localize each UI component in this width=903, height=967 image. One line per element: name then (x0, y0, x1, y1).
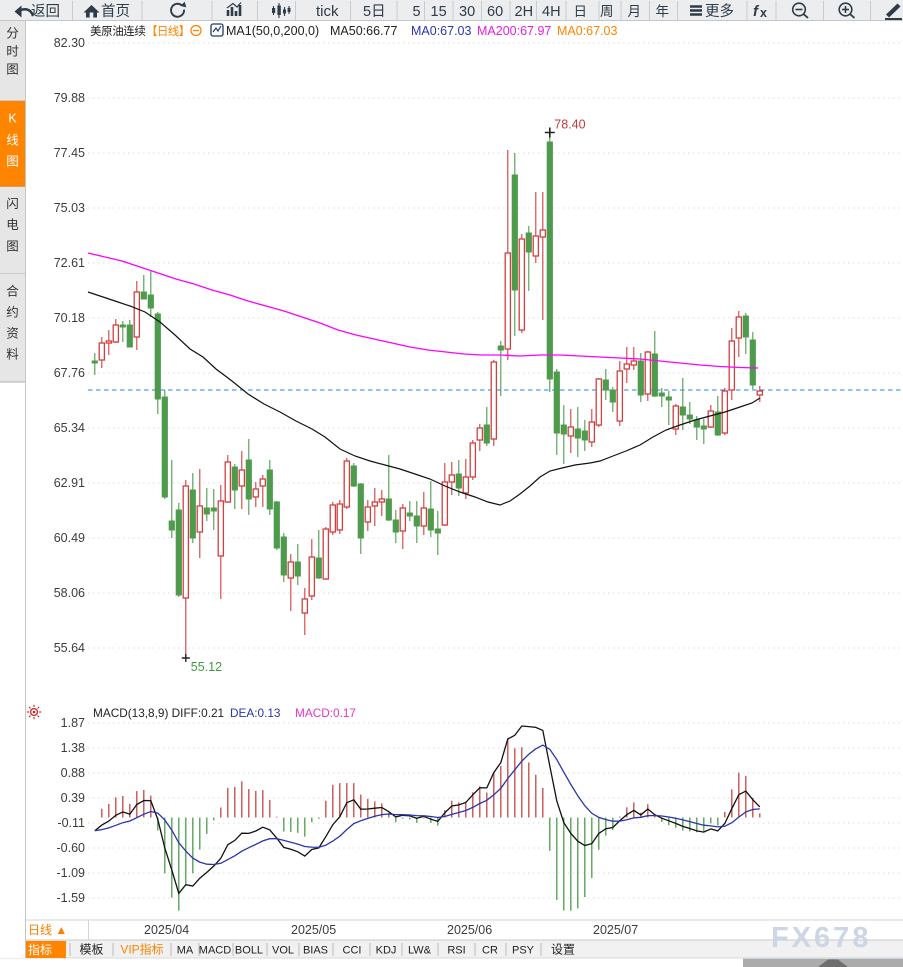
svg-text:约: 约 (6, 305, 19, 320)
svg-text:CR: CR (482, 945, 498, 957)
svg-text:2025/05: 2025/05 (291, 923, 336, 937)
svg-text:更多: 更多 (705, 3, 734, 20)
svg-text:日线 ▲: 日线 ▲ (28, 923, 67, 937)
svg-text:0.88: 0.88 (61, 766, 85, 780)
svg-text:MA: MA (177, 945, 194, 957)
svg-text:55.12: 55.12 (191, 660, 222, 674)
svg-text:VIP指标: VIP指标 (120, 942, 163, 957)
svg-text:图: 图 (6, 63, 19, 77)
svg-text:-1.09: -1.09 (57, 866, 86, 880)
svg-text:1.38: 1.38 (61, 741, 85, 755)
svg-text:-1.59: -1.59 (57, 891, 86, 905)
svg-text:2H: 2H (515, 4, 534, 20)
svg-text:f: f (753, 3, 760, 20)
svg-text:62.91: 62.91 (54, 476, 85, 490)
svg-text:70.18: 70.18 (54, 311, 85, 325)
svg-text:MACD: MACD (199, 945, 231, 957)
svg-text:美原油连续: 美原油连续 (90, 24, 146, 38)
svg-text:KDJ: KDJ (376, 945, 397, 957)
svg-text:5日: 5日 (363, 4, 386, 20)
svg-text:x: x (760, 6, 767, 20)
svg-text:【日线】: 【日线】 (146, 24, 190, 38)
svg-text:5: 5 (413, 4, 421, 20)
svg-text:PSY: PSY (512, 945, 535, 957)
svg-text:合: 合 (6, 284, 19, 299)
svg-text:时: 时 (6, 45, 19, 59)
svg-text:CCI: CCI (343, 945, 362, 957)
svg-text:-0.11: -0.11 (57, 816, 85, 830)
svg-text:65.34: 65.34 (54, 421, 85, 435)
svg-text:MA1(50,0,200,0): MA1(50,0,200,0) (226, 24, 319, 38)
svg-text:2025/04: 2025/04 (144, 923, 189, 937)
svg-text:0.39: 0.39 (61, 791, 85, 805)
svg-text:75.03: 75.03 (54, 201, 85, 215)
svg-text:79.88: 79.88 (54, 91, 85, 105)
svg-text:设置: 设置 (551, 943, 575, 957)
svg-text:67.76: 67.76 (54, 366, 85, 380)
svg-text:78.40: 78.40 (554, 118, 585, 132)
svg-text:K: K (8, 112, 17, 126)
svg-text:资: 资 (6, 327, 19, 341)
svg-text:闪: 闪 (6, 197, 19, 211)
svg-text:日: 日 (574, 4, 588, 19)
svg-text:DEA:0.13: DEA:0.13 (230, 706, 281, 720)
svg-text:年: 年 (656, 4, 670, 19)
svg-text:电: 电 (6, 218, 19, 232)
svg-text:RSI: RSI (447, 945, 465, 957)
svg-text:58.06: 58.06 (54, 586, 85, 600)
svg-text:72.61: 72.61 (54, 256, 85, 270)
svg-text:2025/07: 2025/07 (593, 923, 638, 937)
svg-text:4H: 4H (542, 4, 561, 20)
svg-text:BIAS: BIAS (303, 945, 328, 957)
svg-text:料: 料 (6, 348, 19, 362)
svg-text:指标: 指标 (28, 942, 52, 957)
svg-text:55.64: 55.64 (54, 641, 85, 655)
svg-text:82.30: 82.30 (54, 36, 85, 50)
svg-text:MACD(13,8,9) DIFF:0.21: MACD(13,8,9) DIFF:0.21 (93, 706, 224, 720)
svg-text:MA0:67.03: MA0:67.03 (557, 24, 618, 38)
svg-text:60.49: 60.49 (54, 531, 85, 545)
svg-text:周: 周 (600, 4, 614, 19)
svg-text:BOLL: BOLL (235, 945, 263, 957)
svg-text:图: 图 (6, 240, 19, 254)
svg-text:tick: tick (316, 3, 339, 20)
svg-text:2025/06: 2025/06 (447, 923, 492, 937)
svg-text:首页: 首页 (101, 3, 130, 20)
svg-text:15: 15 (431, 4, 447, 20)
svg-text:1.87: 1.87 (61, 716, 85, 730)
svg-text:60: 60 (487, 4, 503, 20)
svg-text:分: 分 (6, 27, 19, 41)
svg-text:月: 月 (628, 4, 642, 19)
svg-text:77.45: 77.45 (54, 146, 85, 160)
svg-text:30: 30 (459, 4, 475, 20)
svg-text:模板: 模板 (79, 943, 103, 957)
svg-text:线: 线 (6, 134, 19, 148)
svg-text:MA200:67.97: MA200:67.97 (477, 24, 551, 38)
svg-text:VOL: VOL (272, 945, 294, 957)
svg-text:MA0:67.03: MA0:67.03 (411, 24, 472, 38)
svg-text:LW&: LW& (408, 945, 432, 957)
svg-text:返回: 返回 (31, 3, 60, 20)
svg-text:FX678: FX678 (771, 922, 871, 954)
svg-text:MACD:0.17: MACD:0.17 (295, 706, 356, 720)
svg-text:图: 图 (6, 155, 19, 169)
svg-text:-0.60: -0.60 (57, 841, 86, 855)
svg-text:MA50:66.77: MA50:66.77 (330, 24, 397, 38)
